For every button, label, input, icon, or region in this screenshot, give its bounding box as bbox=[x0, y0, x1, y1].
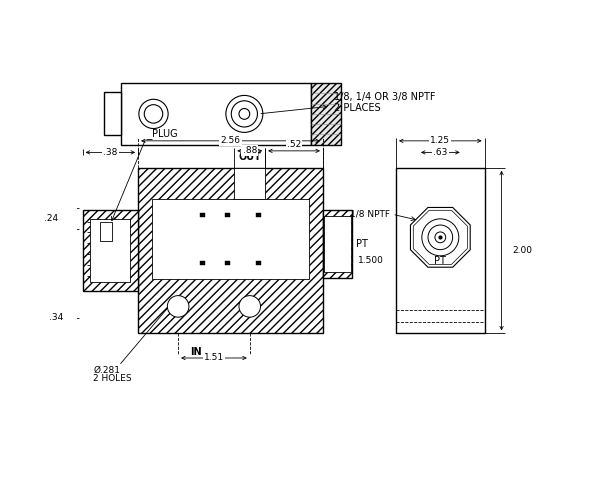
Text: Ø.281: Ø.281 bbox=[94, 366, 121, 374]
Polygon shape bbox=[138, 168, 323, 334]
Text: .34: .34 bbox=[49, 314, 64, 322]
Bar bbox=[225, 212, 230, 218]
Circle shape bbox=[226, 96, 263, 132]
Bar bbox=[235, 168, 265, 198]
Text: 1/8 NPTF: 1/8 NPTF bbox=[350, 210, 390, 218]
Text: .38: .38 bbox=[103, 148, 118, 157]
Text: PT: PT bbox=[356, 239, 368, 249]
Bar bbox=[200, 261, 205, 266]
Text: .88: .88 bbox=[242, 146, 257, 156]
Text: OUT: OUT bbox=[238, 152, 261, 162]
Bar bbox=[200, 212, 205, 218]
Bar bbox=[91, 220, 130, 282]
Circle shape bbox=[435, 232, 446, 242]
Bar bbox=[256, 261, 261, 266]
Text: IN: IN bbox=[190, 347, 202, 357]
Text: 2.00: 2.00 bbox=[512, 246, 532, 255]
Polygon shape bbox=[413, 210, 467, 264]
Polygon shape bbox=[83, 210, 138, 291]
Bar bbox=[325, 216, 350, 272]
Text: .63: .63 bbox=[433, 148, 448, 157]
Polygon shape bbox=[323, 210, 352, 278]
Polygon shape bbox=[410, 208, 470, 267]
Text: .52: .52 bbox=[287, 140, 301, 149]
Circle shape bbox=[428, 225, 452, 250]
Bar bbox=[311, 83, 341, 144]
Bar bbox=[256, 212, 261, 218]
Text: 2 HOLES: 2 HOLES bbox=[94, 374, 132, 383]
Circle shape bbox=[144, 104, 163, 123]
Bar bbox=[121, 83, 311, 144]
Text: 1.51: 1.51 bbox=[204, 354, 224, 362]
Text: PT: PT bbox=[434, 256, 446, 266]
Circle shape bbox=[167, 296, 189, 317]
Text: 2.56: 2.56 bbox=[221, 136, 241, 145]
Circle shape bbox=[239, 296, 260, 317]
Text: .24: .24 bbox=[44, 214, 58, 223]
Bar bbox=[225, 261, 230, 266]
Text: 1.25: 1.25 bbox=[430, 136, 451, 145]
Text: PLUG: PLUG bbox=[152, 128, 178, 138]
Bar bbox=[100, 222, 112, 241]
Circle shape bbox=[239, 108, 250, 120]
Circle shape bbox=[231, 101, 257, 127]
Text: 1.500: 1.500 bbox=[358, 256, 384, 264]
Circle shape bbox=[139, 100, 168, 128]
Text: 1/8, 1/4 OR 3/8 NPTF
2 PLACES: 1/8, 1/4 OR 3/8 NPTF 2 PLACES bbox=[334, 92, 436, 113]
Bar bbox=[152, 198, 309, 280]
Circle shape bbox=[422, 219, 459, 256]
Bar bbox=[396, 168, 485, 334]
Bar bbox=[104, 92, 121, 136]
